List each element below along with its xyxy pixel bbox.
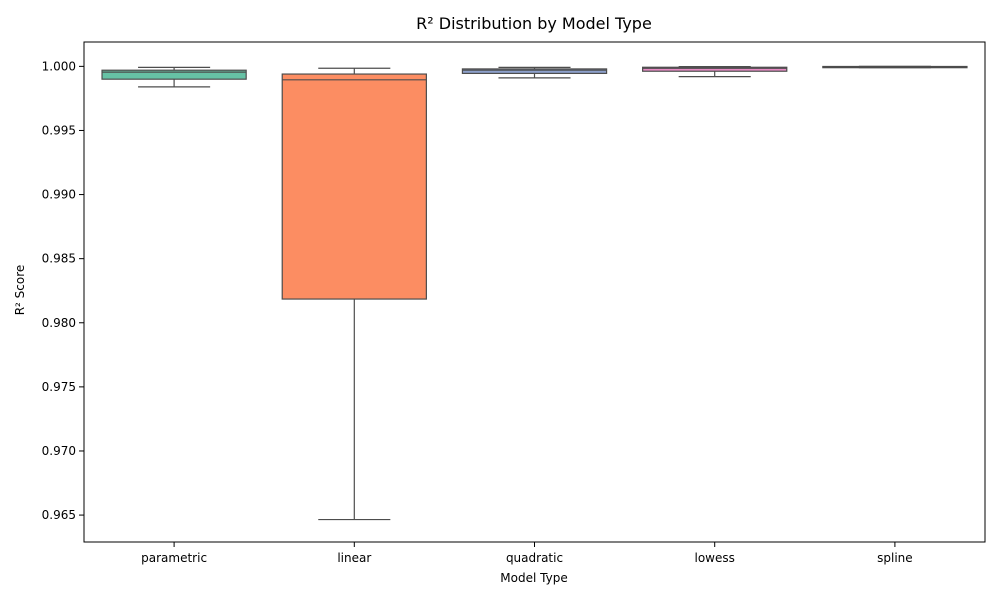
box-group-quadratic (461, 66, 608, 79)
box (642, 66, 788, 72)
x-axis: parametric linear quadratic lowess spline (141, 542, 913, 565)
y-tick-label: 0.990 (42, 188, 76, 202)
box-group-parametric (101, 66, 247, 88)
chart-title: R² Distribution by Model Type (416, 14, 652, 33)
box-group-linear (281, 67, 427, 521)
plot-area: 0.965 0.970 0.975 0.980 0.985 0.990 0.995 1.000… (42, 41, 986, 565)
box (461, 68, 608, 75)
x-axis-label: Model Type (500, 571, 567, 585)
box-group-spline (822, 65, 968, 69)
y-tick-label: 0.985 (42, 252, 76, 266)
x-tick-label: lowess (695, 551, 735, 565)
box-group-lowess (642, 66, 788, 78)
x-tick-label: quadratic (506, 551, 563, 565)
y-tick-label: 1.000 (42, 59, 76, 73)
y-tick-label: 0.975 (42, 380, 76, 394)
y-tick-label: 0.970 (42, 444, 76, 458)
x-tick-label: spline (877, 551, 913, 565)
x-tick-label: parametric (141, 551, 207, 565)
y-axis: 0.965 0.970 0.975 0.980 0.985 0.990 0.995 1.000 (42, 59, 84, 522)
boxes (101, 65, 968, 521)
y-tick-label: 0.965 (42, 508, 76, 522)
box (101, 69, 247, 80)
axes-frame (83, 41, 986, 543)
y-axis-label: R² Score (13, 265, 27, 316)
box (281, 73, 427, 300)
y-tick-label: 0.995 (42, 123, 76, 137)
x-tick-label: linear (337, 551, 371, 565)
y-tick-label: 0.980 (42, 316, 76, 330)
